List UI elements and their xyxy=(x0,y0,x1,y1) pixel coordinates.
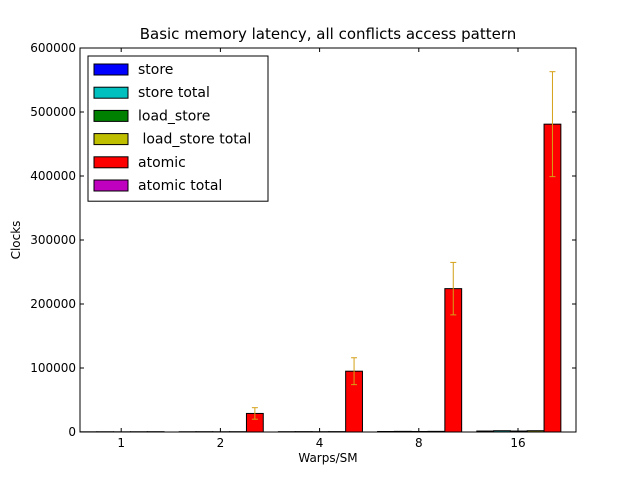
y-tick-label: 500000 xyxy=(30,105,76,119)
legend-label: store xyxy=(138,62,173,78)
legend-label: store total xyxy=(138,85,210,101)
legend-label: atomic xyxy=(138,155,186,171)
x-tick-label: 1 xyxy=(117,436,125,450)
legend: store store total load_store load_store to… xyxy=(88,56,268,201)
legend-label: load_store xyxy=(138,108,210,124)
legend-swatch xyxy=(94,87,128,98)
error-bars-layer xyxy=(252,72,556,420)
y-tick-label: 100000 xyxy=(30,361,76,375)
x-tick-label: 2 xyxy=(217,436,225,450)
y-tick-label: 400000 xyxy=(30,169,76,183)
legend-swatch xyxy=(94,64,128,75)
y-tick-label: 600000 xyxy=(30,41,76,55)
x-tick-label: 4 xyxy=(316,436,324,450)
y-axis-label: Clocks xyxy=(9,221,23,260)
y-tick-label: 200000 xyxy=(30,297,76,311)
legend-label: load_store total xyxy=(138,132,251,148)
y-tick-label: 300000 xyxy=(30,233,76,247)
legend-swatch xyxy=(94,110,128,121)
x-tick-label: 16 xyxy=(510,436,525,450)
legend-label: atomic total xyxy=(138,178,222,194)
chart-title: Basic memory latency, all conflicts acce… xyxy=(140,25,517,43)
legend-swatch xyxy=(94,134,128,145)
x-axis-label: Warps/SM xyxy=(298,451,357,465)
legend-swatch xyxy=(94,180,128,191)
legend-swatch xyxy=(94,157,128,168)
y-tick-label: 0 xyxy=(68,425,76,439)
x-tick-label: 8 xyxy=(415,436,423,450)
